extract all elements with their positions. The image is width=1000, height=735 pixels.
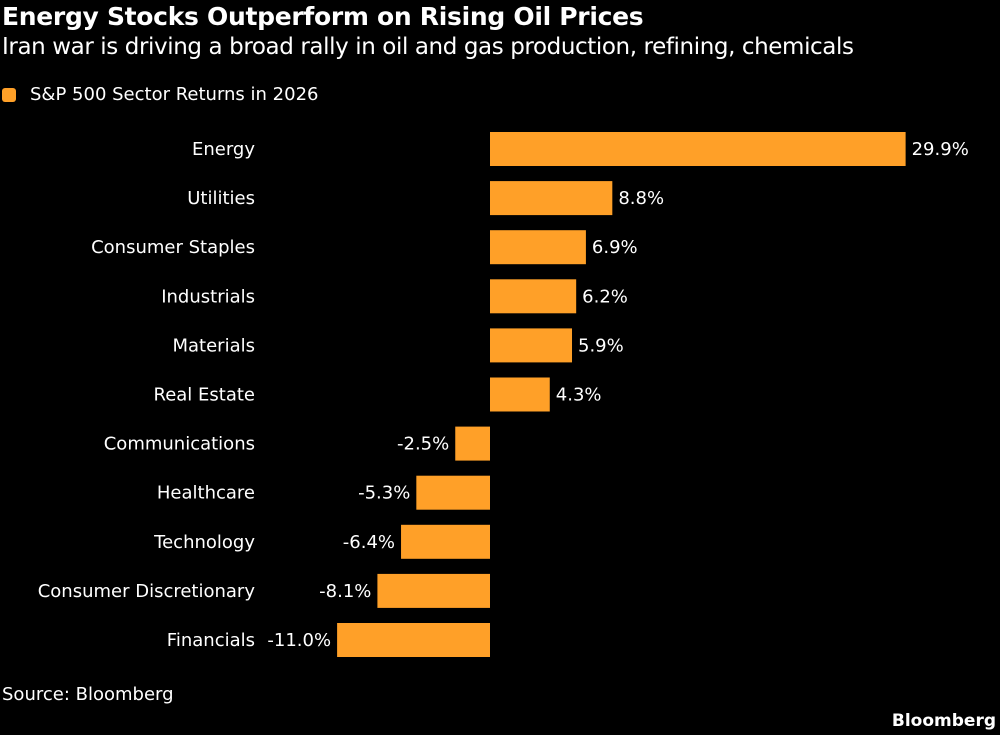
legend: S&P 500 Sector Returns in 2026 xyxy=(2,84,318,105)
source-note: Source: Bloomberg xyxy=(2,684,174,705)
bar xyxy=(490,132,906,166)
bar xyxy=(490,377,550,412)
data-label: 29.9% xyxy=(912,139,969,160)
bar xyxy=(337,623,490,657)
bar xyxy=(455,426,490,461)
category-label: Industrials xyxy=(161,286,255,307)
chart-subtitle: Iran war is driving a broad rally in oil… xyxy=(2,34,854,60)
data-label: 5.9% xyxy=(578,335,624,356)
data-label: 8.8% xyxy=(618,188,664,209)
category-label: Consumer Discretionary xyxy=(38,581,256,602)
data-label: 6.2% xyxy=(582,286,628,307)
brand-logo: Bloomberg xyxy=(891,711,996,731)
data-label: -2.5% xyxy=(397,434,449,455)
category-label: Technology xyxy=(153,532,255,553)
bar xyxy=(416,475,490,510)
bar xyxy=(490,279,577,314)
category-label: Materials xyxy=(172,335,255,356)
data-label: 4.3% xyxy=(556,385,602,406)
category-label: Consumer Staples xyxy=(91,237,255,258)
data-label: 6.9% xyxy=(592,237,638,258)
chart-title: Energy Stocks Outperform on Rising Oil P… xyxy=(2,2,644,31)
data-label: -8.1% xyxy=(319,581,371,602)
category-label: Communications xyxy=(104,434,255,455)
data-label: -5.3% xyxy=(358,483,410,504)
data-label: -11.0% xyxy=(267,630,331,651)
category-label: Healthcare xyxy=(157,483,255,504)
bar xyxy=(490,230,586,265)
data-label: -6.4% xyxy=(343,532,395,553)
bar xyxy=(401,524,490,559)
category-label: Utilities xyxy=(187,188,255,209)
category-label: Energy xyxy=(192,139,255,160)
category-label: Financials xyxy=(167,630,255,651)
bar xyxy=(490,328,573,363)
category-label: Real Estate xyxy=(154,385,256,406)
legend-label: S&P 500 Sector Returns in 2026 xyxy=(30,84,319,105)
bar xyxy=(377,573,490,608)
bar xyxy=(490,181,613,216)
legend-swatch xyxy=(2,87,16,102)
